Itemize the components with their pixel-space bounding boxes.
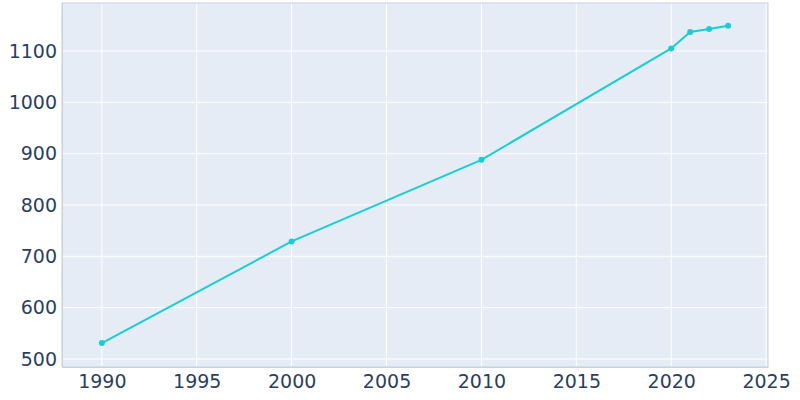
y-tick-label: 700 bbox=[21, 245, 57, 267]
x-tick: 2025 bbox=[742, 367, 790, 392]
y-tick: 1100 bbox=[9, 40, 62, 62]
grid-line-y bbox=[62, 102, 768, 103]
y-tick: 500 bbox=[21, 348, 62, 370]
plot-frame bbox=[62, 3, 768, 367]
grid-line-x bbox=[481, 3, 482, 367]
grid-line-y bbox=[62, 256, 768, 257]
y-tick-label: 1000 bbox=[9, 91, 57, 113]
point bbox=[725, 23, 731, 29]
grid bbox=[62, 3, 768, 367]
plot-background bbox=[62, 3, 768, 367]
point bbox=[289, 238, 295, 244]
x-tick-label: 2005 bbox=[363, 370, 411, 392]
x-tick: 1990 bbox=[78, 367, 126, 392]
x-tick: 2020 bbox=[648, 367, 696, 392]
y-tick-label: 600 bbox=[21, 296, 57, 318]
y-tick: 900 bbox=[21, 142, 62, 164]
x-tick: 1995 bbox=[173, 367, 221, 392]
x-tick-label: 2010 bbox=[458, 370, 506, 392]
y-tick: 800 bbox=[21, 194, 62, 216]
grid-line-y bbox=[62, 50, 768, 51]
y-tick-label: 500 bbox=[21, 348, 57, 370]
grid-line-x bbox=[671, 3, 672, 367]
y-axis: 500 600 700 800 900 1000 1100 bbox=[9, 4, 63, 370]
y-tick: 700 bbox=[21, 245, 62, 267]
grid-line-y bbox=[62, 204, 768, 205]
point bbox=[478, 157, 484, 163]
y-tick-label: 800 bbox=[21, 194, 57, 216]
plot: 1990 1995 2000 2005 2010 2015 2020 2025 500 600 70… bbox=[9, 3, 791, 392]
grid-line-x bbox=[196, 3, 197, 367]
x-tick-label: 2015 bbox=[553, 370, 601, 392]
point bbox=[99, 340, 105, 346]
x-tick-label: 1990 bbox=[78, 370, 126, 392]
point bbox=[668, 45, 674, 51]
grid-line-x bbox=[386, 3, 387, 367]
grid-line-y bbox=[62, 153, 768, 154]
y-tick: 600 bbox=[21, 296, 62, 318]
x-tick: 2005 bbox=[363, 367, 411, 392]
x-tick-label: 2020 bbox=[648, 370, 696, 392]
x-tick-label: 2025 bbox=[742, 370, 790, 392]
x-tick-label: 1995 bbox=[173, 370, 221, 392]
marks bbox=[99, 23, 731, 346]
chart: 1990 1995 2000 2005 2010 2015 2020 2025 500 600 70… bbox=[0, 0, 800, 400]
grid-line-x bbox=[291, 3, 292, 367]
line bbox=[102, 26, 728, 343]
x-tick: 2015 bbox=[553, 367, 601, 392]
y-tick-label: 900 bbox=[21, 142, 57, 164]
x-tick: 2000 bbox=[268, 367, 316, 392]
grid-line-x bbox=[576, 3, 577, 367]
x-tick: 2010 bbox=[458, 367, 506, 392]
point bbox=[687, 29, 693, 35]
grid-line-x bbox=[766, 3, 767, 367]
grid-line-y bbox=[62, 358, 768, 359]
point bbox=[706, 26, 712, 32]
grid-line-x bbox=[101, 3, 102, 367]
y-tick: 1000 bbox=[9, 91, 62, 113]
x-axis: 1990 1995 2000 2005 2010 2015 2020 2025 bbox=[63, 367, 791, 392]
x-tick-label: 2000 bbox=[268, 370, 316, 392]
y-tick-label: 1100 bbox=[9, 40, 57, 62]
